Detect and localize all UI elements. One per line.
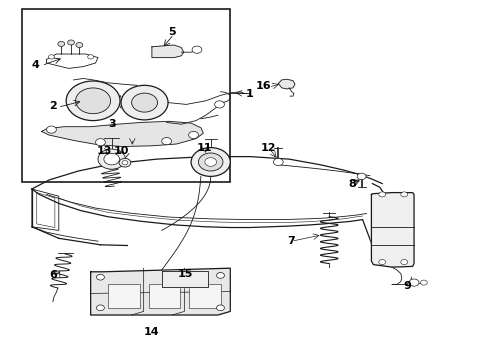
Text: 10: 10 bbox=[114, 146, 129, 156]
Circle shape bbox=[379, 192, 386, 197]
Circle shape bbox=[58, 41, 65, 46]
Bar bbox=[148, 284, 180, 308]
Circle shape bbox=[96, 139, 105, 146]
Circle shape bbox=[205, 158, 217, 166]
Circle shape bbox=[420, 280, 427, 285]
Text: 3: 3 bbox=[108, 119, 116, 129]
Circle shape bbox=[217, 305, 224, 311]
Text: 14: 14 bbox=[144, 327, 160, 337]
Polygon shape bbox=[152, 45, 184, 58]
Text: 13: 13 bbox=[96, 146, 112, 156]
Polygon shape bbox=[278, 79, 295, 89]
Circle shape bbox=[119, 158, 131, 167]
Circle shape bbox=[198, 153, 223, 171]
Bar bbox=[22, 9, 230, 182]
Circle shape bbox=[132, 93, 157, 112]
Circle shape bbox=[401, 260, 408, 265]
Circle shape bbox=[217, 273, 224, 278]
Circle shape bbox=[97, 274, 104, 280]
Circle shape bbox=[98, 149, 125, 169]
Circle shape bbox=[379, 260, 386, 265]
Polygon shape bbox=[91, 268, 230, 315]
Text: 7: 7 bbox=[288, 236, 295, 246]
Circle shape bbox=[68, 40, 74, 45]
Text: 12: 12 bbox=[261, 143, 276, 153]
Circle shape bbox=[88, 55, 94, 59]
Text: 11: 11 bbox=[197, 143, 213, 153]
Text: 1: 1 bbox=[246, 89, 254, 99]
Bar bbox=[189, 284, 221, 308]
Circle shape bbox=[401, 192, 408, 197]
Polygon shape bbox=[371, 193, 414, 267]
Circle shape bbox=[215, 101, 224, 108]
Polygon shape bbox=[42, 121, 203, 147]
Circle shape bbox=[192, 46, 202, 53]
Circle shape bbox=[47, 126, 56, 133]
Circle shape bbox=[121, 85, 168, 120]
Text: 5: 5 bbox=[169, 27, 176, 37]
Circle shape bbox=[104, 153, 120, 165]
Circle shape bbox=[49, 55, 54, 59]
Circle shape bbox=[189, 131, 198, 139]
Text: 4: 4 bbox=[31, 60, 39, 70]
Circle shape bbox=[162, 138, 172, 145]
Text: 9: 9 bbox=[404, 281, 412, 291]
Circle shape bbox=[75, 88, 111, 114]
Polygon shape bbox=[162, 271, 208, 287]
Circle shape bbox=[357, 173, 366, 180]
Circle shape bbox=[76, 42, 83, 48]
Bar bbox=[108, 284, 140, 308]
Circle shape bbox=[122, 161, 128, 165]
Text: 15: 15 bbox=[177, 269, 193, 279]
Circle shape bbox=[66, 81, 120, 121]
Circle shape bbox=[97, 305, 104, 311]
Text: 16: 16 bbox=[256, 81, 271, 91]
Circle shape bbox=[273, 158, 283, 166]
Text: 6: 6 bbox=[49, 270, 57, 280]
Circle shape bbox=[409, 279, 419, 286]
Text: 8: 8 bbox=[348, 179, 356, 189]
Circle shape bbox=[191, 148, 230, 176]
Text: 2: 2 bbox=[49, 101, 57, 111]
